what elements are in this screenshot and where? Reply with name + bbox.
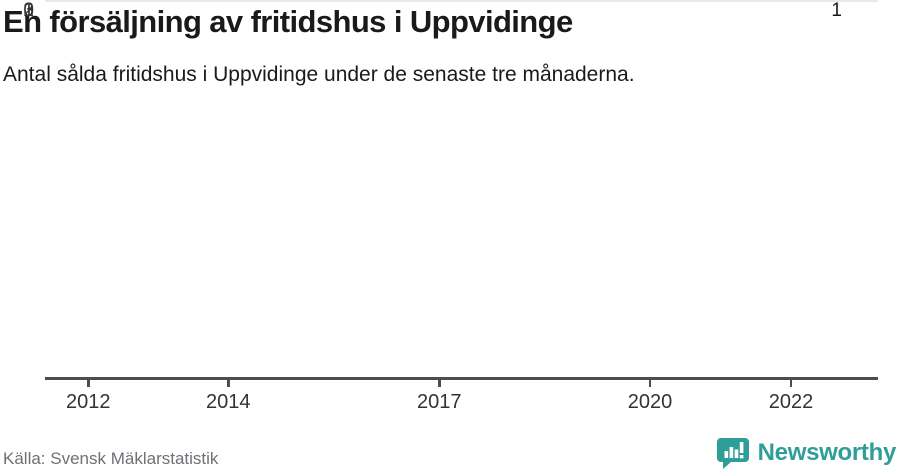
x-axis-tick-label: 2014 (206, 391, 251, 413)
x-axis-tick (87, 379, 90, 387)
source-note: Källa: Svensk Mäklarstatistik (3, 449, 219, 468)
newsworthy-logo: Newsworthy (716, 436, 897, 470)
bar-chart: 0 1 2 3 1 2012 2014 2017 2020 2022 (23, 0, 878, 413)
y-axis-tick-label: 1 (23, 0, 34, 21)
newsworthy-wordmark: Newsworthy (757, 439, 897, 466)
y-axis-tick-label: 3 (23, 0, 34, 21)
chart-subtitle: Antal sålda fritidshus i Uppvidinge unde… (3, 63, 635, 86)
newsworthy-bubble-chart-icon (716, 436, 751, 470)
x-axis-line (45, 376, 878, 380)
gridline (45, 0, 878, 2)
x-axis-tick-label: 2020 (627, 391, 673, 413)
x-axis-tick-label: 2017 (417, 391, 462, 413)
x-axis-tick (648, 379, 652, 387)
x-axis-tick (438, 379, 441, 387)
chart-title: En försäljning av fritidshus i Uppviding… (3, 4, 573, 39)
y-axis-tick-label: 0 (23, 0, 34, 21)
highlight-bar-value-label: 1 (831, 0, 842, 21)
x-axis-tick (227, 379, 230, 387)
y-axis-tick-label: 2 (23, 0, 34, 21)
x-axis-tick-label: 2022 (768, 391, 814, 413)
x-axis-tick-label: 2012 (66, 391, 111, 413)
x-axis-tick (789, 379, 793, 387)
